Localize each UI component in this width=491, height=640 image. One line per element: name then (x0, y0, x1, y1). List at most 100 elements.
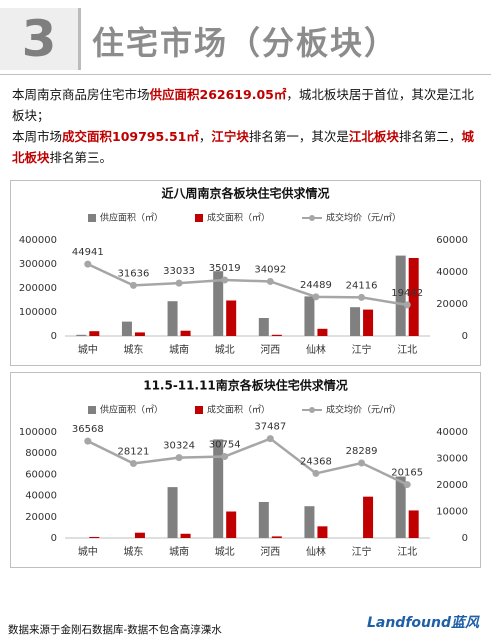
x-tick-label: 仙林 (306, 343, 326, 356)
x-tick-label: 江宁 (352, 343, 372, 356)
section-title: 住宅市场（分板块） (92, 24, 399, 62)
legend-label: 成交面积（㎡） (207, 212, 270, 224)
bar (258, 501, 269, 538)
chart-title: 近八周南京各板块住宅供求情况 (161, 186, 329, 201)
price-marker (403, 481, 411, 489)
price-marker (175, 454, 183, 462)
price-marker (221, 276, 229, 284)
logo: Landfound蓝风 (366, 615, 479, 631)
text: 排名第一，其次是 (248, 129, 349, 144)
price-marker (84, 437, 92, 445)
legend-swatch (309, 215, 315, 221)
bar (213, 271, 224, 336)
data-label: 35019 (209, 263, 241, 274)
x-tick-label: 城北 (215, 344, 235, 356)
y2-tick-label: 60000 (436, 235, 468, 246)
y-tick-label: 40000 (25, 491, 57, 502)
highlight-text: 成交面积109795.51㎡ (62, 129, 199, 144)
x-tick-label: 江北 (397, 344, 417, 356)
divider (0, 74, 491, 75)
highlight-text: 江北板块 (348, 129, 399, 144)
price-marker (221, 453, 229, 461)
legend-label: 成交均价（元/㎡） (326, 212, 401, 224)
x-tick-label: 仙林 (306, 545, 326, 558)
price-line (87, 262, 408, 307)
bar (226, 511, 237, 538)
highlight-text: 江宁块 (211, 129, 249, 144)
y-tick-label: 0 (51, 533, 57, 544)
bar (395, 476, 406, 538)
bar (167, 301, 178, 336)
text: 本周南京商品房住宅市场 (12, 87, 150, 102)
y-tick-label: 80000 (25, 448, 57, 459)
data-label: 31636 (118, 268, 150, 279)
data-label: 36568 (72, 424, 104, 435)
legend-label: 供应面积（㎡） (100, 212, 163, 224)
section-number: 3 (0, 8, 81, 70)
bar (350, 307, 361, 336)
data-label: 30324 (163, 441, 195, 452)
price-marker (358, 293, 366, 301)
legend-label: 成交面积（㎡） (207, 404, 270, 416)
bar (134, 532, 145, 538)
source-note: 数据来源于金刚石数据库-数据不包含高淳溧水 (8, 624, 222, 636)
y-tick-label: 60000 (25, 469, 57, 480)
text: ， (198, 129, 212, 144)
x-tick-label: 城东 (123, 545, 143, 558)
highlight-text: 供应面积262619.05㎡ (149, 87, 287, 102)
bar (134, 332, 145, 336)
bar (363, 309, 374, 336)
data-label: 44941 (72, 247, 104, 258)
bar (271, 536, 282, 538)
price-marker (266, 435, 274, 443)
bar (395, 255, 406, 336)
bar (76, 334, 87, 336)
x-tick-label: 城北 (215, 546, 235, 558)
legend-label: 成交均价（元/㎡） (326, 404, 401, 416)
data-label: 33033 (163, 266, 195, 277)
text: ，城北板块居于首位，其次是江北板块； (12, 87, 474, 123)
y-tick-label: 300000 (19, 259, 57, 270)
paragraph: 本周市场成交面积109795.51㎡，江宁块排名第一，其次是江北板块排名第二，城… (12, 126, 480, 168)
chart: 近八周南京各板块住宅供求情况 0 100000 200000 300000 400000 0… (10, 180, 481, 366)
data-label: 19442 (391, 288, 423, 299)
bar (167, 487, 178, 538)
x-tick-label: 城南 (169, 545, 189, 558)
y2-tick-label: 40000 (436, 427, 468, 438)
chart-title: 11.5-11.11南京各板块住宅供求情况 (143, 378, 348, 393)
y2-tick-label: 30000 (436, 454, 468, 465)
price-marker (175, 279, 183, 287)
text: 排名第二， (398, 129, 462, 144)
y2-tick-label: 20000 (436, 480, 468, 491)
data-label: 30754 (209, 440, 241, 451)
legend-swatch (195, 214, 203, 222)
y-tick-label: 0 (51, 331, 57, 342)
x-tick-label: 河西 (260, 344, 280, 356)
legend-swatch (309, 407, 315, 413)
price-marker (358, 459, 366, 467)
y-tick-label: 400000 (19, 235, 57, 246)
x-tick-label: 江北 (397, 546, 417, 558)
x-tick-label: 城东 (123, 343, 143, 356)
y2-tick-label: 10000 (436, 507, 468, 518)
bar (89, 536, 100, 538)
legend-swatch (195, 406, 203, 414)
bar (408, 510, 419, 538)
legend-label: 供应面积（㎡） (100, 404, 163, 416)
bar (121, 321, 132, 336)
bar (271, 334, 282, 336)
price-marker (129, 459, 137, 467)
data-label: 28121 (118, 446, 150, 457)
price-marker (129, 281, 137, 289)
bar (180, 330, 191, 336)
price-marker (312, 293, 320, 301)
data-label: 34092 (254, 264, 286, 275)
price-marker (403, 301, 411, 309)
text: 排名第三。 (49, 150, 113, 165)
y2-tick-label: 0 (462, 331, 468, 342)
x-tick-label: 城南 (169, 343, 189, 356)
bar (89, 331, 100, 336)
bar (317, 526, 328, 538)
x-tick-label: 城中 (78, 343, 98, 356)
